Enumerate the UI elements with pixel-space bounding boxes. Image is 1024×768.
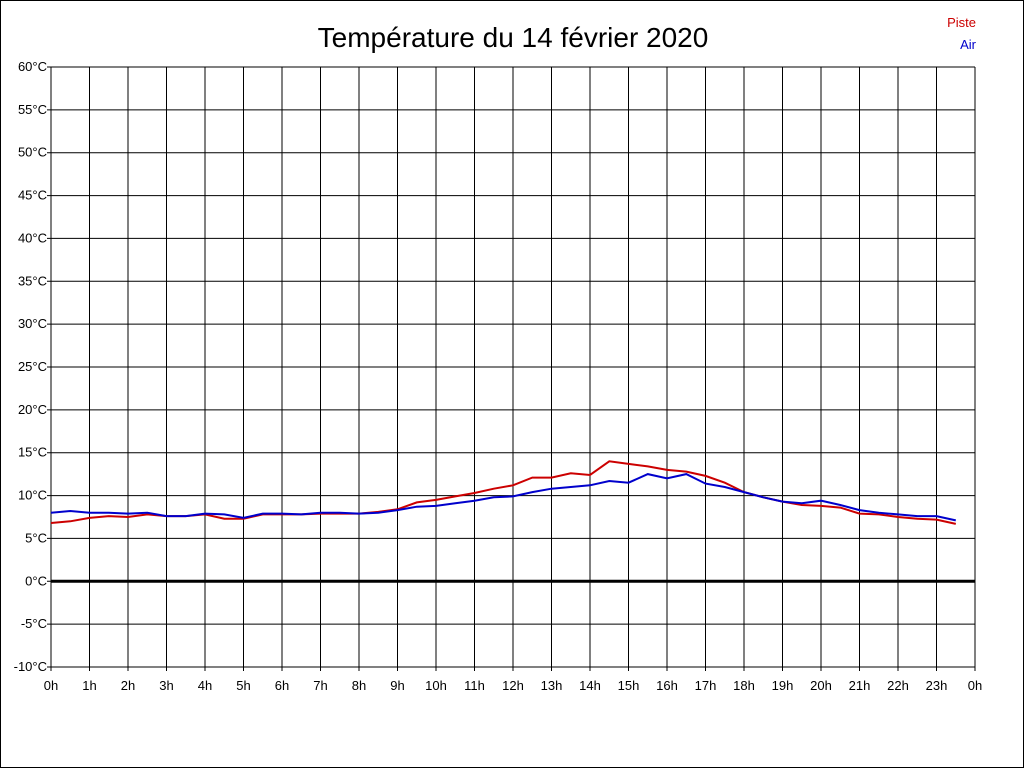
y-tick-label: 55°C	[18, 102, 47, 117]
x-tick-label: 21h	[849, 678, 871, 693]
x-tick-label: 6h	[275, 678, 289, 693]
x-tick-label: 8h	[352, 678, 366, 693]
y-tick-label: 50°C	[18, 145, 47, 160]
series-lines	[50, 460, 957, 525]
series-line-air	[50, 473, 957, 522]
series-line-piste	[50, 460, 957, 525]
x-tick-label: 23h	[926, 678, 948, 693]
x-tick-label: 22h	[887, 678, 909, 693]
x-tick-label: 0h	[44, 678, 58, 693]
x-tick-label: 20h	[810, 678, 832, 693]
x-tick-label: 3h	[159, 678, 173, 693]
x-tick-label: 16h	[656, 678, 678, 693]
y-tick-label: 15°C	[18, 445, 47, 460]
x-tick-label: 15h	[618, 678, 640, 693]
x-tick-label: 4h	[198, 678, 212, 693]
y-tick-label: 0°C	[25, 573, 47, 588]
grid	[47, 66, 976, 671]
x-tick-label: 11h	[464, 678, 485, 693]
x-tick-label: 5h	[236, 678, 250, 693]
y-tick-label: 10°C	[18, 488, 47, 503]
y-tick-label: 60°C	[18, 59, 47, 74]
chart-title: Température du 14 février 2020	[318, 22, 709, 53]
x-axis-ticks: 0h 1h 2h 3h 4h 5h 6h 7h 8h 9h 10h 11h 12h 13h 14h 15h 16…	[44, 678, 982, 693]
y-tick-label: 25°C	[18, 359, 47, 374]
y-tick-label: -5°C	[21, 616, 47, 631]
x-tick-label: 1h	[82, 678, 96, 693]
x-tick-label: 10h	[425, 678, 447, 693]
y-tick-label: 5°C	[25, 530, 47, 545]
y-axis-ticks: -10°C -5°C 0°C 5°C 10°C 15°C 20°C 25°C 30°C 35°C 4…	[14, 59, 47, 674]
y-tick-label: -10°C	[14, 659, 47, 674]
x-tick-label: 14h	[579, 678, 601, 693]
x-tick-label: 19h	[772, 678, 794, 693]
y-tick-label: 35°C	[18, 273, 47, 288]
y-tick-label: 45°C	[18, 188, 47, 203]
legend-entry-air: Air	[960, 37, 977, 52]
y-tick-label: 40°C	[18, 230, 47, 245]
x-tick-label: 9h	[390, 678, 404, 693]
y-tick-label: 20°C	[18, 402, 47, 417]
x-tick-label: 17h	[695, 678, 717, 693]
x-tick-label: 13h	[541, 678, 563, 693]
x-tick-label: 7h	[313, 678, 327, 693]
y-tick-label: 30°C	[18, 316, 47, 331]
legend: Piste Air	[947, 15, 977, 52]
x-tick-label: 12h	[502, 678, 524, 693]
x-tick-label: 0h	[968, 678, 982, 693]
x-tick-label: 18h	[733, 678, 755, 693]
x-tick-label: 2h	[121, 678, 135, 693]
legend-entry-piste: Piste	[947, 15, 976, 30]
